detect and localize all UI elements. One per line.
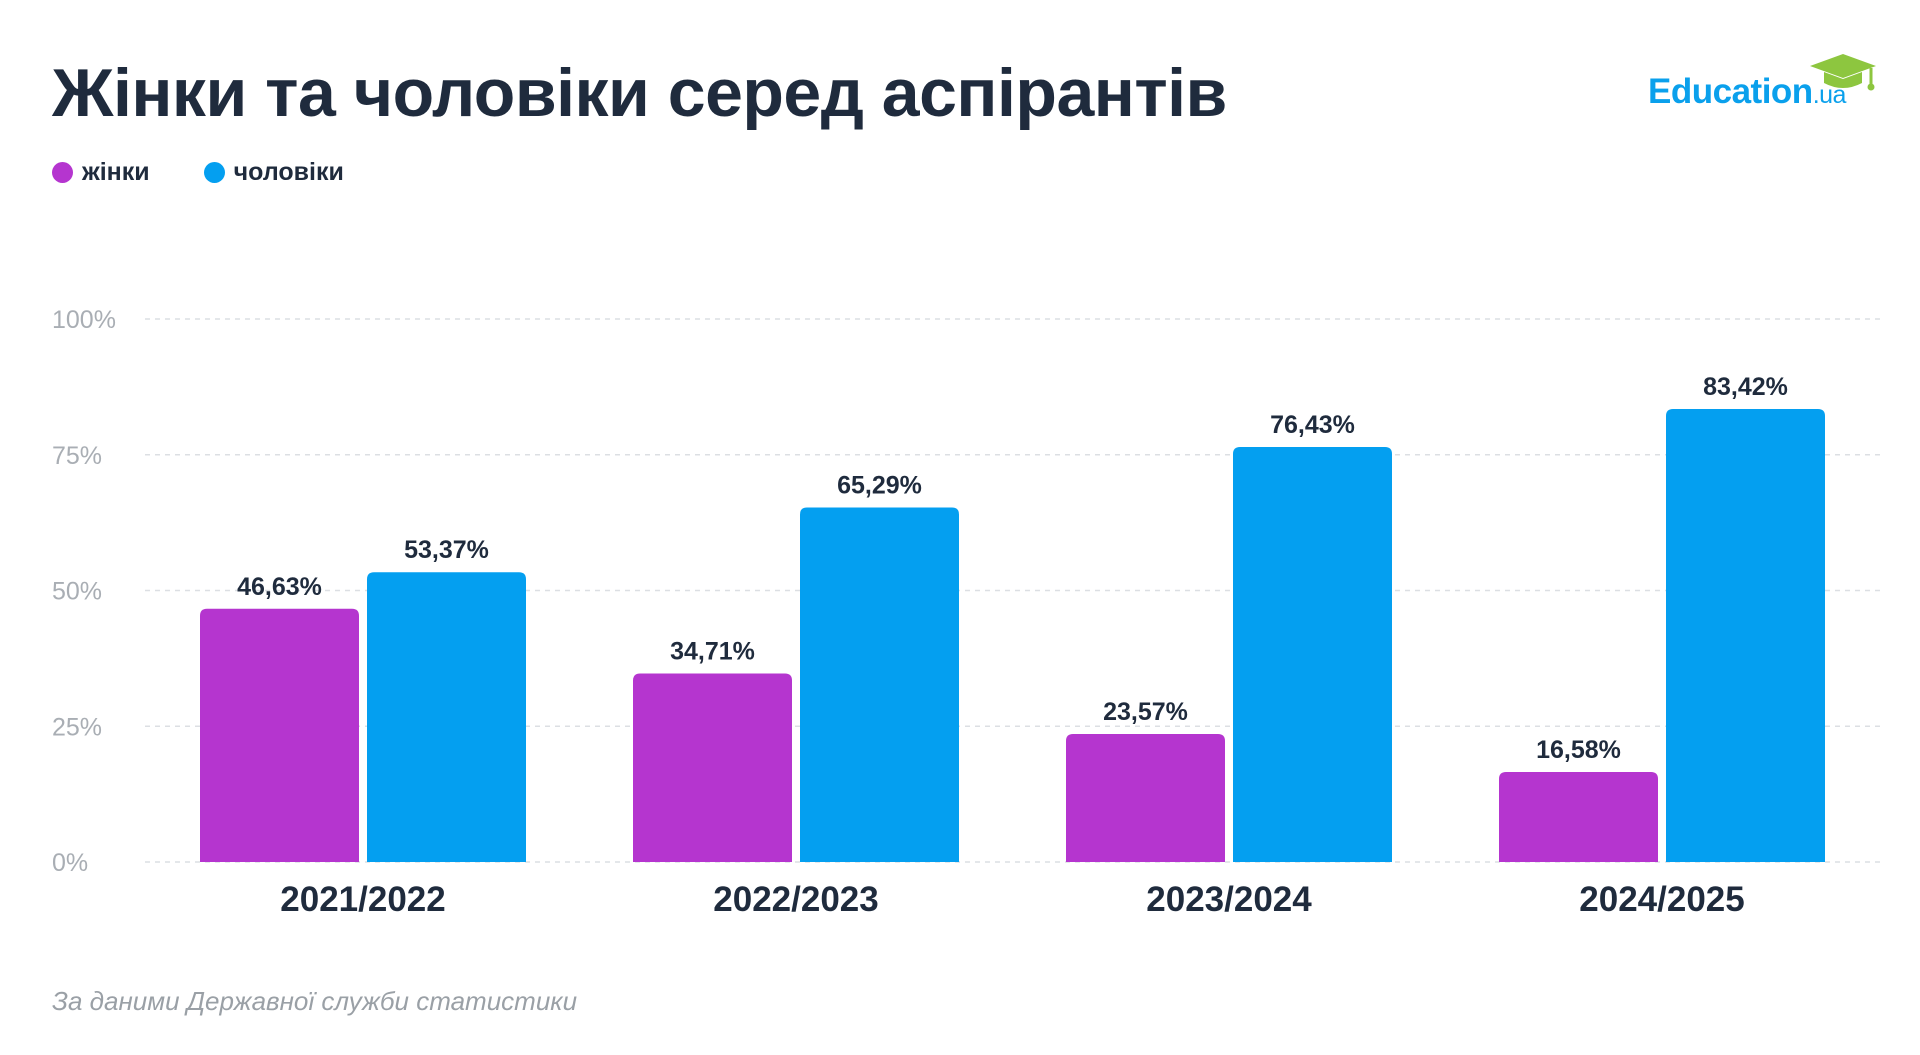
logo-suffix-text: .ua — [1812, 81, 1847, 109]
bar-men — [367, 572, 526, 862]
graduation-cap-icon — [1810, 54, 1876, 91]
data-label: 46,63% — [237, 573, 322, 601]
bar-men — [800, 507, 959, 862]
y-tick-label: 0% — [52, 849, 88, 877]
data-label: 65,29% — [837, 471, 922, 499]
bar-women — [633, 673, 792, 862]
data-label: 83,42% — [1703, 373, 1788, 401]
bar-men — [1666, 409, 1825, 862]
education-ua-logo: Education.ua — [1648, 52, 1878, 122]
x-tick-label: 2023/2024 — [1146, 880, 1312, 919]
logo-main-text: Education — [1648, 72, 1813, 111]
y-tick-label: 75% — [52, 442, 102, 470]
bar-women — [200, 608, 359, 862]
bar-men — [1233, 446, 1392, 862]
data-label: 16,58% — [1536, 736, 1621, 764]
data-label: 53,37% — [404, 536, 489, 564]
legend-item-men: чоловіки — [203, 158, 344, 187]
legend-swatch-men — [203, 162, 225, 183]
y-tick-label: 50% — [52, 578, 102, 606]
x-tick-label: 2022/2023 — [713, 880, 878, 919]
legend: жінки чоловіки — [52, 158, 344, 187]
legend-swatch-women — [52, 162, 73, 183]
data-label: 34,71% — [670, 638, 755, 666]
logo-text: Education.ua — [1648, 72, 1846, 112]
x-tick-label: 2024/2025 — [1579, 880, 1744, 919]
legend-label-women: жінки — [82, 158, 150, 186]
y-tick-label: 25% — [52, 713, 102, 741]
bar-women — [1066, 734, 1225, 862]
data-label: 76,43% — [1270, 411, 1355, 439]
x-tick-label: 2021/2022 — [280, 880, 445, 919]
chart-title: Жінки та чоловіки серед аспірантів — [52, 55, 1227, 131]
bar-women — [1499, 771, 1658, 862]
legend-label-men: чоловіки — [233, 158, 344, 186]
legend-item-women: жінки — [52, 158, 150, 187]
y-tick-label: 100% — [52, 306, 116, 334]
source-note: За даними Державної служби статистики — [52, 986, 578, 1016]
data-label: 23,57% — [1103, 698, 1188, 726]
